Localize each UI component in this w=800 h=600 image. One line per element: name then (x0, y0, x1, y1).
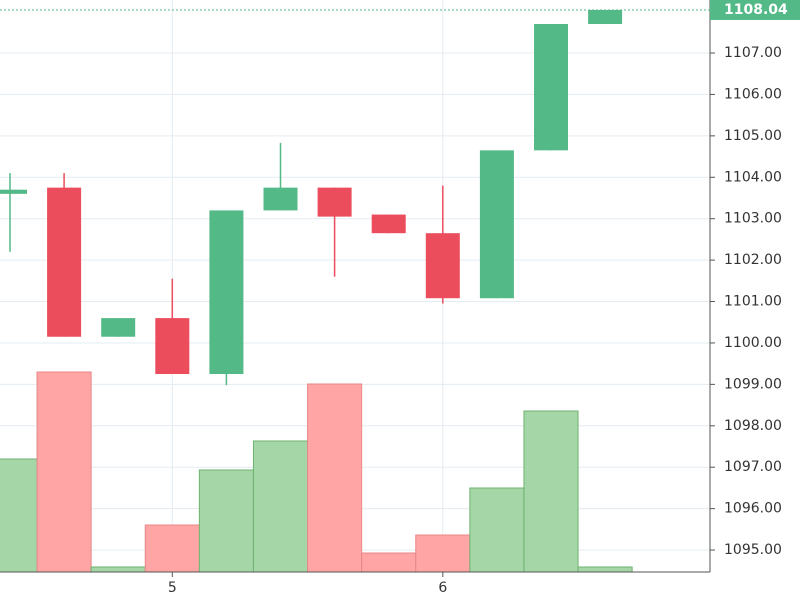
volume-bar (415, 534, 471, 573)
volume-bar (0, 458, 38, 573)
candle-layer (0, 9, 623, 386)
candle-body (479, 150, 514, 299)
volume-bar (144, 524, 200, 573)
y-tick-label: 1097.00 (724, 459, 782, 475)
candle-body (209, 210, 244, 375)
y-tick-label: 1103.00 (724, 211, 782, 227)
candle-body (371, 214, 406, 234)
candle-body (317, 187, 352, 217)
candle-body (47, 187, 82, 337)
volume-bar (523, 410, 579, 573)
volume-bar (90, 566, 146, 573)
y-tick-label: 1107.00 (724, 45, 782, 61)
candle-body (101, 318, 136, 337)
y-tick-label: 1106.00 (724, 86, 782, 102)
last-price-label: 1108.04 (724, 2, 788, 18)
candle-body (263, 187, 298, 211)
last-price-box (710, 0, 800, 20)
y-tick-label: 1098.00 (724, 418, 782, 434)
x-tick-label: 5 (168, 580, 177, 596)
volume-bar (469, 487, 525, 573)
volume-bar (361, 552, 417, 573)
candle-body (0, 189, 27, 194)
volume-bar (307, 383, 363, 573)
volume-layer (0, 371, 633, 573)
candle-body (155, 318, 190, 375)
y-tick-label: 1096.00 (724, 501, 782, 517)
y-tick-label: 1102.00 (724, 252, 782, 268)
y-tick-label: 1101.00 (724, 294, 782, 310)
y-tick-label: 1104.00 (724, 169, 782, 185)
y-tick-label: 1105.00 (724, 128, 782, 144)
x-tick-label: 6 (438, 580, 447, 596)
y-tick-label: 1100.00 (724, 335, 782, 351)
candle-body (425, 233, 460, 299)
y-tick-label: 1095.00 (724, 542, 782, 558)
candle-body (534, 24, 568, 151)
volume-bar (252, 440, 309, 573)
volume-bar (198, 469, 254, 573)
volume-bar (577, 566, 633, 573)
y-tick-label: 1099.00 (724, 376, 782, 392)
volume-bar (36, 371, 92, 573)
candle-body (588, 9, 623, 25)
